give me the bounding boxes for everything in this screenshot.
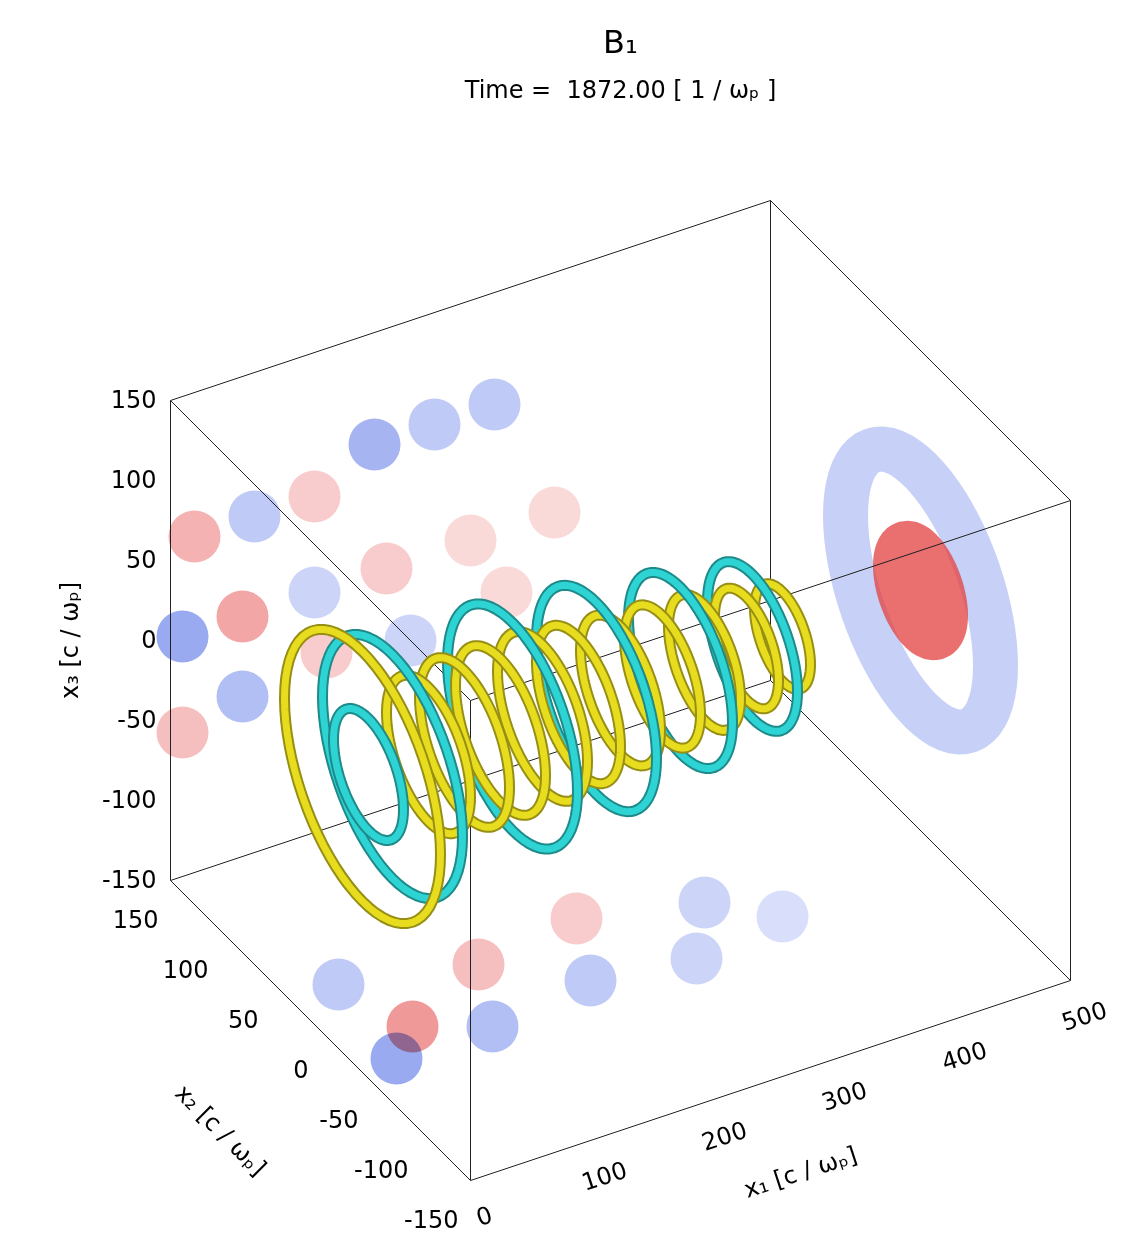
svg-text:-100: -100 <box>102 786 156 814</box>
svg-text:Time = 1872.00 [ 1 / ωₚ ]: Time = 1872.00 [ 1 / ωₚ ] <box>464 76 777 104</box>
svg-text:0: 0 <box>473 1201 496 1232</box>
svg-text:-100: -100 <box>354 1156 408 1184</box>
svg-text:-150: -150 <box>102 866 156 894</box>
svg-text:100: 100 <box>163 956 209 984</box>
svg-text:-50: -50 <box>117 706 156 734</box>
svg-text:150: 150 <box>113 906 159 934</box>
svg-text:50: 50 <box>126 546 157 574</box>
svg-text:x₃ [c / ωₚ]: x₃ [c / ωₚ] <box>56 582 84 699</box>
svg-text:x₂ [c / ωₚ]: x₂ [c / ωₚ] <box>169 1079 272 1182</box>
svg-text:500: 500 <box>1058 996 1110 1037</box>
svg-text:x₁ [c / ωₚ]: x₁ [c / ωₚ] <box>740 1141 860 1204</box>
svg-text:50: 50 <box>228 1006 259 1034</box>
svg-text:-150: -150 <box>404 1206 458 1234</box>
svg-text:0: 0 <box>141 626 156 654</box>
svg-text:100: 100 <box>578 1156 630 1197</box>
svg-text:200: 200 <box>698 1116 750 1157</box>
svg-text:B₁: B₁ <box>603 23 638 61</box>
svg-text:-50: -50 <box>319 1106 358 1134</box>
svg-text:100: 100 <box>111 466 157 494</box>
svg-text:0: 0 <box>293 1056 308 1084</box>
svg-text:300: 300 <box>818 1076 870 1117</box>
svg-text:150: 150 <box>111 386 157 414</box>
svg-text:400: 400 <box>938 1036 990 1077</box>
